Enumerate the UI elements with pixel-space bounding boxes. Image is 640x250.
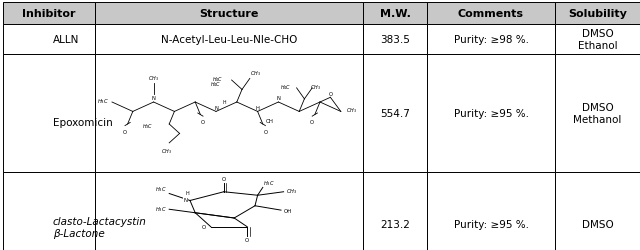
Bar (363, 172, 427, 250)
Bar (363, 3, 427, 25)
Text: H: H (186, 190, 189, 196)
Text: O: O (202, 224, 205, 229)
Text: $H_3C$: $H_3C$ (155, 184, 166, 193)
Text: Purity: ≥98 %.: Purity: ≥98 %. (454, 35, 529, 45)
Text: $H_4C$: $H_4C$ (280, 82, 291, 91)
Bar (427, 172, 555, 250)
Text: $CH_3$: $CH_3$ (286, 187, 298, 196)
Bar (3, 3, 95, 25)
Bar (363, 55, 427, 172)
Bar (555, 25, 640, 55)
Text: O: O (264, 129, 268, 134)
Text: N: N (183, 197, 188, 202)
Text: Purity: ≥95 %.: Purity: ≥95 %. (454, 108, 529, 118)
Text: N: N (214, 106, 218, 110)
Text: $H_3C$: $H_3C$ (97, 96, 109, 106)
Text: DMSO: DMSO (582, 219, 613, 229)
Text: Solubility: Solubility (568, 9, 627, 19)
Text: H: H (255, 106, 260, 110)
Text: $CH_3$: $CH_3$ (346, 106, 357, 115)
Bar (427, 55, 555, 172)
Bar (555, 172, 640, 250)
Text: Comments: Comments (458, 9, 524, 19)
Bar (3, 172, 95, 250)
Text: $H_4C$: $H_4C$ (212, 75, 224, 84)
Bar (95, 3, 363, 25)
Text: Inhibitor: Inhibitor (22, 9, 76, 19)
Text: O: O (328, 91, 332, 96)
Text: Structure: Structure (199, 9, 259, 19)
Text: 554.7: 554.7 (380, 108, 410, 118)
Bar (363, 25, 427, 55)
Text: H: H (222, 99, 225, 104)
Text: $CH_3$: $CH_3$ (250, 69, 260, 78)
Text: DMSO
Ethanol: DMSO Ethanol (578, 29, 618, 50)
Text: N: N (276, 96, 280, 101)
Text: $H_3C$: $H_3C$ (263, 178, 275, 187)
Text: $CH_3$: $CH_3$ (148, 74, 159, 82)
Bar (427, 25, 555, 55)
Text: O: O (221, 176, 226, 182)
Text: Purity: ≥95 %.: Purity: ≥95 %. (454, 219, 529, 229)
Bar (3, 55, 95, 172)
Bar (555, 3, 640, 25)
Text: $H_3C$: $H_3C$ (142, 122, 154, 130)
Text: 213.2: 213.2 (380, 219, 410, 229)
Text: O: O (310, 120, 314, 125)
Bar (95, 172, 363, 250)
Text: M.W.: M.W. (380, 9, 410, 19)
Bar (95, 55, 363, 172)
Text: Epoxomicin: Epoxomicin (53, 118, 113, 128)
Text: N: N (152, 96, 156, 101)
Text: $H_3C$: $H_3C$ (155, 204, 166, 213)
Text: N-Acetyl-Leu-Leu-Nle-CHO: N-Acetyl-Leu-Leu-Nle-CHO (161, 35, 297, 45)
Text: DMSO
Methanol: DMSO Methanol (573, 103, 621, 124)
Text: O: O (123, 129, 127, 134)
Text: $CH_3$: $CH_3$ (310, 82, 321, 91)
Bar (3, 25, 95, 55)
Bar (555, 55, 640, 172)
Text: O: O (201, 120, 205, 125)
Text: O: O (245, 237, 250, 242)
Text: OH: OH (284, 208, 292, 213)
Bar (427, 3, 555, 25)
Text: 383.5: 383.5 (380, 35, 410, 45)
Text: ALLN: ALLN (53, 35, 79, 45)
Text: OH: OH (266, 119, 273, 124)
Bar (95, 25, 363, 55)
Text: $H_4C$: $H_4C$ (210, 80, 221, 88)
Text: $CH_3$: $CH_3$ (161, 146, 172, 155)
Text: clasto-Lactacystin
β-Lactone: clasto-Lactacystin β-Lactone (53, 216, 147, 238)
